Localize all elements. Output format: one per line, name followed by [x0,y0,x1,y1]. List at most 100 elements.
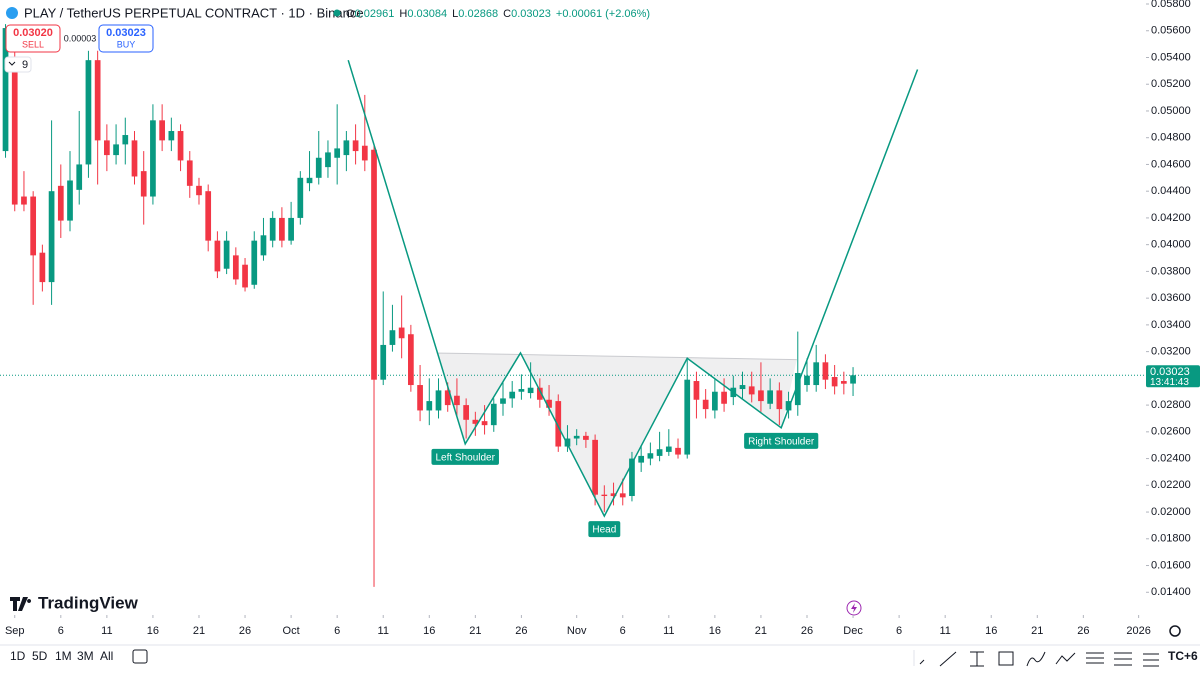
candle-body [371,149,377,380]
y-tick-label: 0.02200 [1151,479,1191,491]
indicators-count[interactable]: 9 [22,59,28,71]
ohlc-value: 0.02961 [355,8,395,20]
buy-label[interactable]: BUY [117,39,136,49]
chevron-icon[interactable] [8,61,16,66]
date-range-icon[interactable] [132,649,148,664]
candle-body [619,493,626,498]
x-tick-label: 11 [101,625,112,637]
events-bolt[interactable] [851,603,857,613]
candle-body [472,419,479,424]
candle-body [159,120,165,141]
candle-body [21,196,27,205]
y-tick-label: 0.02400 [1151,452,1191,464]
indicators-box[interactable] [4,56,32,73]
timeframe-button[interactable]: 3M [77,649,94,663]
candle-body [122,135,129,145]
candle-body [776,390,783,410]
candle-body [675,447,681,455]
candle-body [454,395,460,406]
candle-body [279,217,285,241]
y-tick-label: 0.02600 [1151,426,1191,438]
timeframe-button[interactable]: 1D [10,649,26,663]
candle-body [463,405,469,420]
candle-body [546,399,552,408]
ohlc-value: 0.03023 [511,8,551,20]
sell-price[interactable]: 0.03020 [13,27,53,39]
y-tick-label: 0.04800 [1151,132,1191,144]
x-tick-label: 6 [896,625,902,637]
buy-price[interactable]: 0.03023 [106,27,146,39]
y-tick-label: 0.03600 [1151,292,1191,304]
x-tick-label: 11 [378,625,389,637]
logo-text: TradingView [38,593,139,612]
timeframe-button[interactable]: All [100,649,113,663]
price-change: +0.00061 (+2.06%) [556,8,650,20]
sell-box[interactable] [5,24,61,53]
tool-icon[interactable] [998,651,1014,666]
candle-body [11,60,18,205]
timeframe-button[interactable]: 5D [32,649,48,663]
candle-body [693,381,700,400]
ohlc-key: L [452,8,458,20]
settings-icon[interactable] [1169,625,1181,637]
candle-body [214,240,221,272]
y-tick-label: 0.05200 [1151,78,1191,90]
tool-icon[interactable] [1143,653,1159,667]
sell-button[interactable]: 0.03020 SELL [5,24,61,53]
tool-icon[interactable] [1086,652,1104,664]
candle-body [260,235,267,256]
candle-body [426,401,433,411]
candle-body [223,240,230,269]
candle-body [251,240,258,285]
events-icon[interactable] [846,600,862,616]
symbol-title: PLAY / TetherUS PERPETUAL CONTRACT · 1D … [24,5,364,20]
tool-icon[interactable] [1055,652,1076,665]
candle-body [850,375,856,384]
tool-icon[interactable] [919,659,925,665]
buy-box[interactable] [98,24,154,53]
candle-body [85,60,92,165]
candle-body [389,330,396,345]
candle-body [794,373,801,406]
sell-label[interactable]: SELL [22,39,44,49]
last-price-tag [1146,365,1200,388]
candle-body [417,385,423,411]
candle-body [168,131,175,141]
x-tick-label: 26 [515,625,527,637]
candle-body [583,435,589,440]
annotation-box [744,432,819,449]
indicators-toggle[interactable]: 9 [4,56,32,73]
tool-icon[interactable] [970,651,984,667]
tool-icon[interactable] [939,651,957,667]
timeframe-button[interactable]: 1M [55,649,72,663]
x-tick-label: Dec [843,625,863,637]
tool-icon[interactable] [1114,652,1132,666]
y-tick-label: 0.01400 [1151,586,1191,598]
candle-body [638,455,645,463]
y-tick-label: 0.05000 [1151,105,1191,117]
candle-body [196,185,202,196]
candle-body [444,390,451,406]
x-tick-label: 11 [939,625,950,637]
timezone[interactable]: TC+6 [1168,649,1198,663]
candle-body [564,438,571,447]
x-tick-label: 21 [755,625,767,637]
last-price-label: 0.03023 [1150,366,1190,378]
candle-body [656,449,663,456]
tool-icon[interactable] [1026,651,1046,667]
candle-body [702,399,709,410]
annotation-label: Head [592,525,616,536]
buy-button[interactable]: 0.03023 BUY [98,24,154,53]
candle-body [30,196,37,256]
candle-body [269,217,276,241]
candle-body [186,160,193,186]
candle-body [712,391,718,411]
candle-body [490,403,497,426]
spread: 0.00003 [64,33,97,43]
x-tick-label: 26 [801,625,813,637]
neckline [436,352,797,361]
annotation-box [431,448,499,465]
countdown: 13:41:43 [1150,377,1189,388]
